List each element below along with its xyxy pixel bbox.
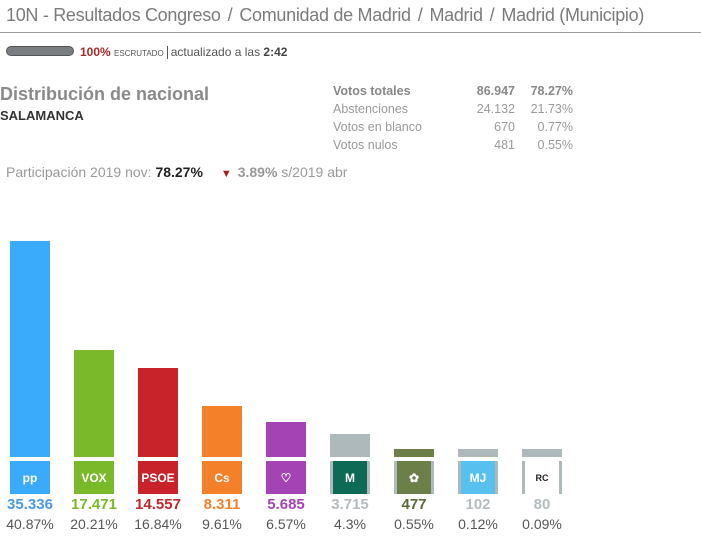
vote-count: 17.471 [71, 496, 117, 513]
bar [202, 406, 242, 457]
progress-bar [6, 46, 74, 56]
breadcrumb-item[interactable]: 10N - Resultados Congreso [6, 5, 221, 25]
participation-value: 78.27% [155, 164, 203, 180]
stats-table: Votos totales 86.947 78.27% Abstenciones 24.… [333, 84, 573, 156]
party-logo-icon: ✿ [394, 461, 434, 494]
breadcrumb-item: Madrid (Municipio) [501, 5, 645, 25]
divider [0, 32, 701, 33]
participation-compare: s/2019 abr [281, 164, 348, 180]
vote-percent: 20.21% [70, 516, 118, 532]
bar [10, 241, 50, 457]
bar [394, 449, 434, 457]
participation: Participación 2019 nov: 78.27% ▼ 3.89% s/… [6, 164, 347, 180]
vote-count: 477 [401, 496, 427, 513]
section-subtitle: SALAMANCA [0, 108, 84, 123]
stats-value: 86.947 [476, 84, 515, 98]
stats-pct: 0.55% [537, 138, 573, 152]
vote-percent: 0.12% [458, 516, 498, 532]
breadcrumb-item[interactable]: Comunidad de Madrid [239, 5, 411, 25]
participation-label: Participación 2019 nov: [6, 164, 152, 180]
vote-count: 5.685 [267, 496, 305, 513]
bar [522, 449, 562, 457]
stats-label: Votos en blanco [333, 120, 422, 134]
stats-value: 481 [494, 138, 515, 152]
party-column[interactable]: ♡ 5.685 6.57% [266, 200, 306, 541]
stats-row: Votos nulos 481 0.55% [333, 138, 573, 156]
party-logo-icon: VOX [74, 461, 114, 494]
stats-pct: 78.27% [530, 84, 573, 98]
party-logo-icon: RC [522, 461, 562, 494]
vote-count: 3.715 [331, 496, 369, 513]
stats-label: Votos totales [333, 84, 411, 98]
party-column[interactable]: PSOE 14.557 16.84% [134, 200, 182, 541]
arrow-down-icon: ▼ [220, 168, 232, 180]
party-logo-icon: PSOE [138, 461, 178, 494]
party-logo-icon: Cs [202, 461, 242, 494]
party-column[interactable]: pp 35.336 40.87% [6, 200, 54, 541]
bar [138, 368, 178, 457]
vote-count: 35.336 [7, 496, 53, 513]
party-column[interactable]: ✿ 477 0.55% [394, 200, 434, 541]
count-label: ESCRUTADO [114, 49, 164, 58]
bar [266, 422, 306, 457]
vote-count: 8.311 [203, 496, 241, 513]
party-logo-icon: pp [10, 461, 50, 494]
stats-pct: 21.73% [530, 102, 573, 116]
party-logo-icon: M [330, 461, 370, 494]
bar [458, 449, 498, 457]
stats-row: Votos en blanco 670 0.77% [333, 120, 573, 138]
count-status: 100% ESCRUTADO actualizado a las 2:42 [80, 45, 288, 60]
breadcrumb-separator: / [227, 5, 233, 25]
party-logo-icon: MJ [458, 461, 498, 494]
party-column[interactable]: Cs 8.311 9.61% [202, 200, 242, 541]
party-column[interactable]: RC 80 0.09% [522, 200, 562, 541]
party-logo-icon: ♡ [266, 461, 306, 494]
breadcrumb-separator: / [417, 5, 423, 25]
stats-label: Abstenciones [333, 102, 409, 116]
vote-percent: 4.3% [334, 516, 366, 532]
updated-time: 2:42 [263, 45, 288, 59]
divider [166, 46, 168, 60]
count-percent: 100% [80, 45, 111, 59]
vote-count: 102 [465, 496, 491, 513]
vote-count: 14.557 [135, 496, 181, 513]
vote-percent: 9.61% [202, 516, 242, 532]
stats-row: Votos totales 86.947 78.27% [333, 84, 573, 102]
breadcrumb: 10N - Resultados Congreso / Comunidad de M… [6, 5, 644, 26]
breadcrumb-separator: / [489, 5, 495, 25]
vote-count: 80 [533, 496, 551, 513]
party-column[interactable]: VOX 17.471 20.21% [70, 200, 118, 541]
participation-change: 3.89% [237, 164, 278, 180]
party-column[interactable]: MJ 102 0.12% [458, 200, 498, 541]
stats-value: 670 [494, 120, 515, 134]
stats-label: Votos nulos [333, 138, 398, 152]
vote-percent: 0.55% [394, 516, 434, 532]
updated-label: actualizado a las [170, 45, 261, 59]
section-title: Distribución de nacional [0, 84, 210, 104]
vote-percent: 40.87% [6, 516, 54, 532]
party-column[interactable]: M 3.715 4.3% [330, 200, 370, 541]
bar [330, 434, 370, 457]
stats-row: Abstenciones 24.132 21.73% [333, 102, 573, 120]
vote-percent: 0.09% [522, 516, 562, 532]
breadcrumb-item[interactable]: Madrid [429, 5, 483, 25]
stats-pct: 0.77% [537, 120, 573, 134]
vote-percent: 6.57% [266, 516, 306, 532]
stats-value: 24.132 [476, 102, 515, 116]
bar [74, 350, 114, 457]
vote-percent: 16.84% [134, 516, 182, 532]
